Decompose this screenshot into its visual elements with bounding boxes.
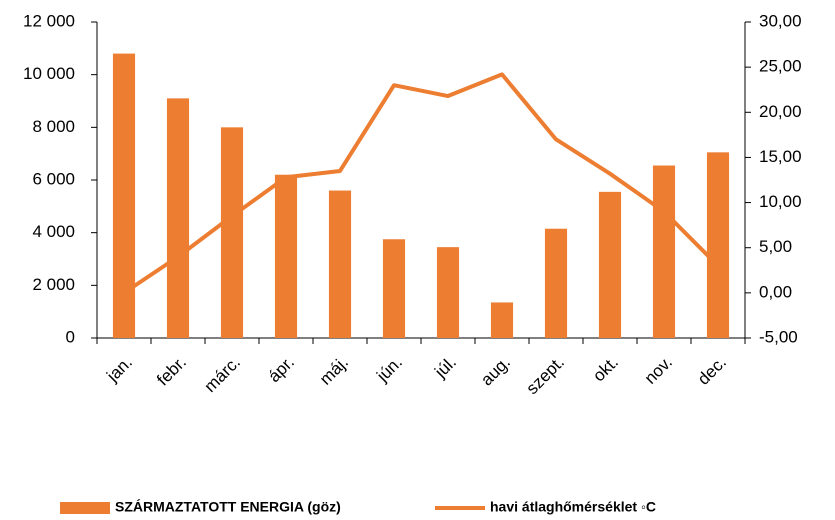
y-tick-label: 2 000 <box>32 275 75 294</box>
y-tick-label: 6 000 <box>32 169 75 188</box>
x-tick-label: febr. <box>153 353 190 390</box>
legend-swatch <box>60 502 110 514</box>
bar <box>328 190 352 338</box>
bar <box>166 98 190 338</box>
y-tick-label: 8 000 <box>32 117 75 136</box>
x-tick-label: márc. <box>201 353 244 396</box>
bar <box>544 228 568 338</box>
bar <box>598 191 622 338</box>
y-tick-label: 4 000 <box>32 222 75 241</box>
y2-tick-label: 10,00 <box>759 192 802 211</box>
y-tick-label: 12 000 <box>23 11 75 30</box>
x-tick-label: ápr. <box>265 353 298 386</box>
y2-tick-label: 15,00 <box>759 147 802 166</box>
bar <box>112 53 136 338</box>
y-tick-label: 10 000 <box>23 64 75 83</box>
y2-tick-label: 30,00 <box>759 11 802 30</box>
x-tick-label: dec. <box>694 353 730 389</box>
x-tick-label: okt. <box>589 353 622 386</box>
x-tick-label: máj. <box>316 353 352 389</box>
line <box>122 72 720 295</box>
bar <box>220 127 244 338</box>
x-tick-label: aug. <box>477 353 514 390</box>
x-tick-label: júl. <box>430 353 460 383</box>
y2-tick-label: 0,00 <box>759 282 792 301</box>
bar <box>436 247 460 338</box>
y-tick-label: 0 <box>66 327 75 346</box>
x-tick-label: jún. <box>372 353 406 387</box>
bar <box>274 174 298 338</box>
y2-tick-label: 5,00 <box>759 237 792 256</box>
bar <box>706 152 730 338</box>
bar <box>652 165 676 338</box>
x-tick-label: nov. <box>641 353 676 388</box>
bar <box>382 239 406 338</box>
y2-tick-label: 20,00 <box>759 102 802 121</box>
x-tick-label: jan. <box>102 353 136 387</box>
y2-tick-label: -5,00 <box>759 327 798 346</box>
legend-label: SZÁRMAZTATOTT ENERGIA (göz) <box>115 499 341 515</box>
y2-tick-label: 25,00 <box>759 57 802 76</box>
x-tick-label: szept. <box>522 353 568 399</box>
legend-label: havi átlaghőmérséklet ◦C <box>490 499 656 515</box>
bar <box>490 302 514 338</box>
